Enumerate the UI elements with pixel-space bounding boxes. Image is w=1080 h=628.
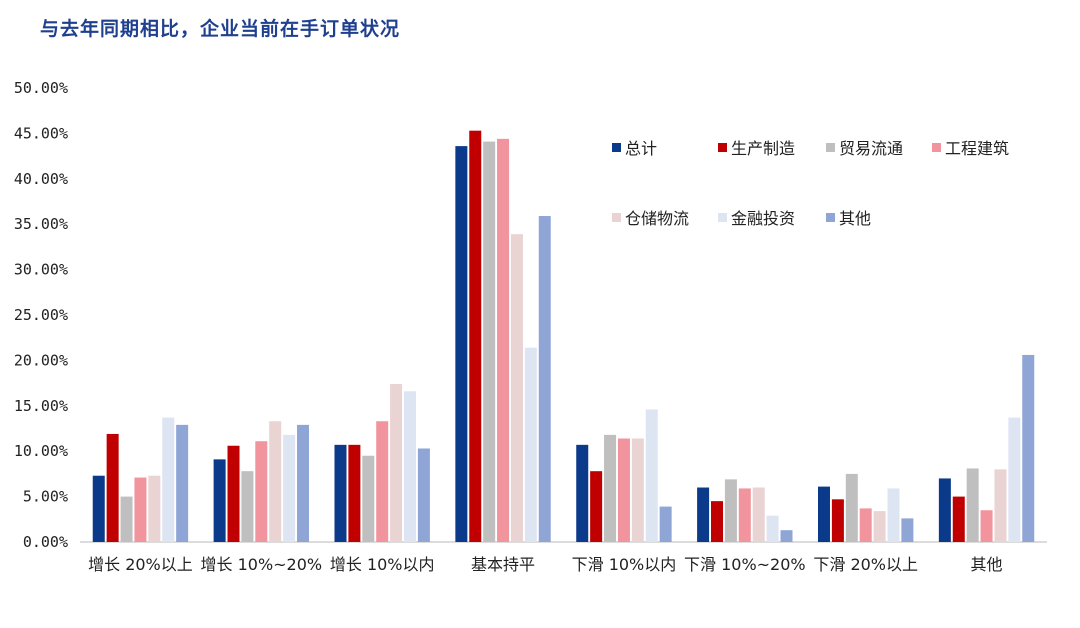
x-tick-label: 下滑 10%以内 [572, 555, 677, 574]
x-axis: 增长 20%以上 增长 10%~20% 增长 10%以内 基本持平 下滑 10%以内 下滑… [80, 541, 1047, 574]
y-tick-label: 10.00% [14, 442, 68, 460]
legend-label: 金融投资 [731, 209, 795, 228]
bar [617, 438, 630, 542]
bar [901, 518, 914, 542]
bar [297, 424, 310, 542]
bar [362, 455, 375, 542]
bar [283, 434, 296, 542]
bar [120, 496, 133, 542]
bar [831, 499, 844, 542]
legend-swatch [826, 213, 835, 222]
bar [241, 471, 254, 542]
bar [403, 391, 416, 542]
y-axis: 0.00% 5.00% 10.00% 15.00% 20.00% 25.00% 30.00%… [14, 79, 68, 551]
bar [994, 469, 1007, 542]
bar [711, 501, 724, 542]
bar [966, 468, 979, 542]
legend-label: 其他 [839, 209, 871, 228]
bar [576, 444, 589, 542]
legend-label: 贸易流通 [839, 139, 903, 158]
bar [213, 459, 226, 542]
bar [1022, 354, 1035, 542]
y-tick-label: 5.00% [23, 488, 68, 506]
chart-title: 与去年同期相比，企业当前在手订单状况 [40, 18, 401, 40]
legend-swatch [718, 213, 727, 222]
bar [697, 487, 710, 542]
bar [390, 384, 403, 542]
x-tick-label: 增长 10%~20% [201, 555, 323, 574]
legend-swatch [718, 143, 727, 152]
x-tick-label: 下滑 20%以上 [813, 555, 918, 574]
bar [134, 477, 147, 542]
x-tick-label: 下滑 10%~20% [684, 555, 806, 574]
bar [510, 234, 523, 542]
bar [497, 138, 510, 542]
legend-label: 仓储物流 [625, 209, 689, 228]
y-tick-label: 20.00% [14, 351, 68, 369]
bar [483, 141, 496, 542]
legend-label: 总计 [625, 139, 657, 158]
bar [952, 496, 965, 542]
legend-label: 工程建筑 [945, 139, 1009, 158]
bar [455, 146, 468, 543]
bar [766, 515, 779, 542]
bar [334, 444, 347, 542]
y-tick-label: 0.00% [23, 533, 68, 551]
bar [724, 479, 737, 542]
legend-swatch [612, 143, 621, 152]
bar [1008, 417, 1021, 542]
x-tick-label: 增长 10%以内 [330, 555, 435, 574]
bar [859, 508, 872, 542]
bar [752, 487, 765, 542]
bar [645, 409, 658, 542]
bar [255, 441, 268, 542]
bar [780, 530, 793, 542]
bar [376, 421, 389, 542]
x-tick-label: 其他 [971, 555, 1003, 574]
bar [148, 475, 161, 542]
bar [538, 216, 551, 542]
bar [631, 438, 644, 542]
x-tick-label: 基本持平 [471, 555, 535, 574]
legend-swatch [826, 143, 835, 152]
bar [176, 424, 189, 542]
bar [817, 486, 830, 542]
bar [469, 130, 482, 542]
bar [162, 417, 175, 542]
y-tick-label: 40.00% [14, 170, 68, 188]
bar [417, 448, 430, 542]
bar [590, 471, 603, 542]
x-tick-label: 增长 20%以上 [88, 555, 193, 574]
y-tick-label: 50.00% [14, 79, 68, 97]
bar [604, 434, 617, 542]
bar [269, 421, 282, 542]
legend-swatch [932, 143, 941, 152]
bar [980, 510, 993, 542]
bar [659, 506, 672, 542]
y-tick-label: 15.00% [14, 397, 68, 415]
bar [873, 511, 886, 542]
y-tick-label: 30.00% [14, 261, 68, 279]
bars [92, 130, 1035, 543]
bar [524, 347, 537, 542]
y-tick-label: 25.00% [14, 306, 68, 324]
bar [887, 488, 900, 542]
bar [348, 444, 361, 542]
bar [738, 488, 751, 542]
bar [227, 445, 240, 542]
legend-swatch [612, 213, 621, 222]
bar [106, 433, 119, 542]
bar [845, 473, 858, 542]
bar [92, 475, 105, 542]
y-tick-label: 35.00% [14, 215, 68, 233]
legend-label: 生产制造 [731, 139, 795, 158]
bar [938, 478, 951, 542]
y-tick-label: 45.00% [14, 124, 68, 142]
